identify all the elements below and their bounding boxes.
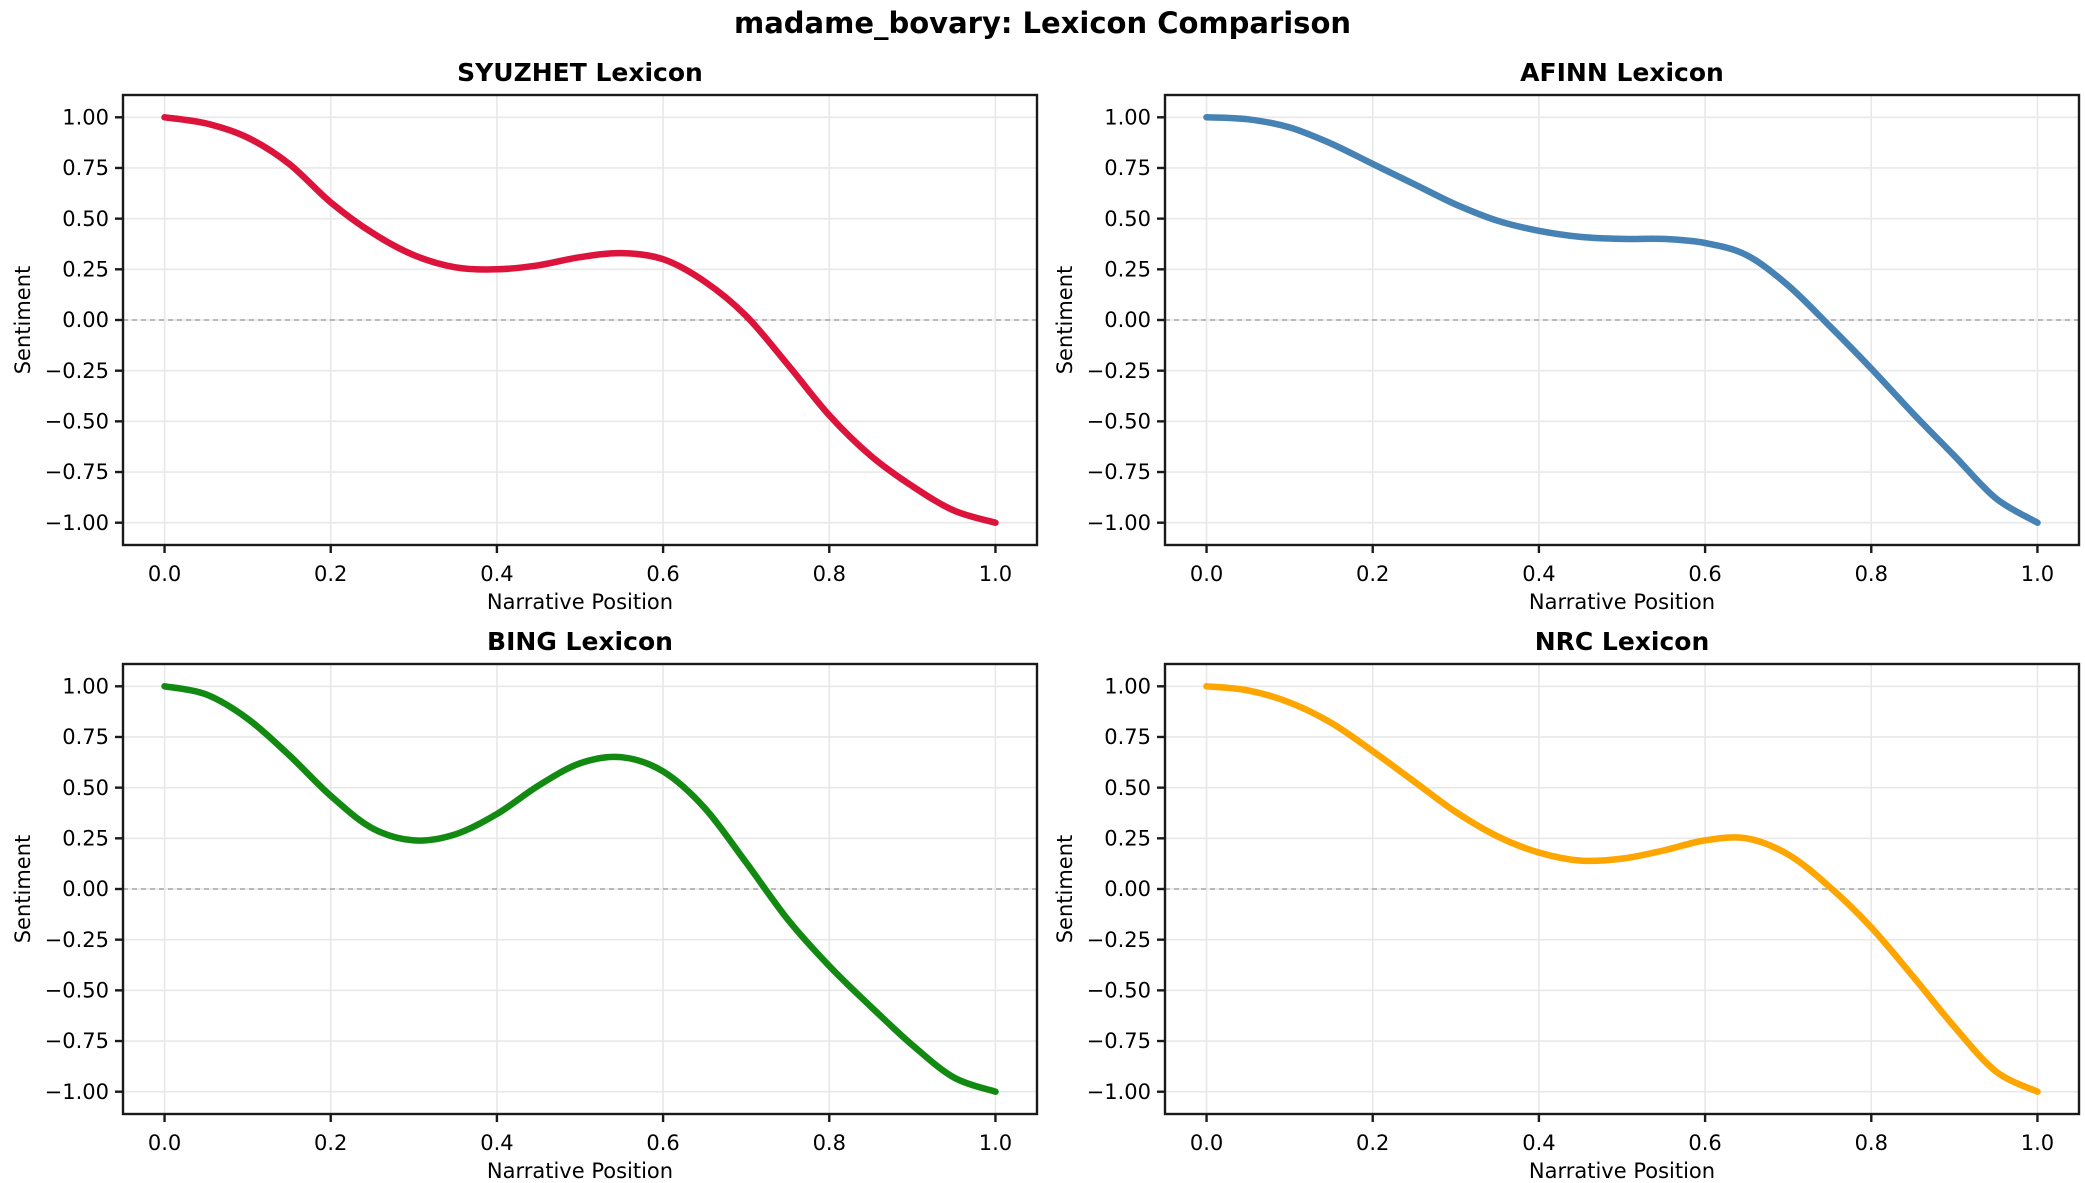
subplot-title: AFINN Lexicon	[1520, 58, 1724, 87]
x-axis-label: Narrative Position	[1529, 590, 1715, 614]
y-tick-label: 0.25	[1104, 826, 1151, 850]
y-tick-label: 1.00	[1104, 674, 1151, 698]
sentiment-curve	[161, 114, 999, 526]
y-tick-label: 0.75	[62, 156, 109, 180]
y-tick-label: −0.50	[45, 978, 109, 1002]
y-tick-label: −0.50	[1087, 978, 1151, 1002]
y-tick-label: −0.50	[1087, 409, 1151, 433]
x-axis-label: Narrative Position	[487, 1159, 673, 1183]
subplot-title: BING Lexicon	[487, 627, 673, 656]
y-tick-label: 0.75	[1104, 725, 1151, 749]
x-tick-label: 0.2	[314, 562, 347, 586]
y-tick-label: −0.25	[1087, 928, 1151, 952]
y-tick-label: 0.50	[62, 776, 109, 800]
y-tick-label: 0.00	[1104, 877, 1151, 901]
x-tick-label: 0.0	[148, 562, 181, 586]
y-tick-label: −0.75	[1087, 1029, 1151, 1053]
y-tick-label: 0.50	[62, 207, 109, 231]
x-tick-label: 0.2	[1356, 1131, 1389, 1155]
y-tick-label: 0.25	[62, 826, 109, 850]
x-tick-label: 0.0	[148, 1131, 181, 1155]
figure-title: madame_bovary: Lexicon Comparison	[733, 6, 1352, 40]
x-tick-label: 0.6	[1688, 1131, 1721, 1155]
y-tick-label: −1.00	[45, 511, 109, 535]
x-tick-label: 0.6	[1688, 562, 1721, 586]
x-tick-label: 0.4	[480, 1131, 513, 1155]
y-tick-label: −0.75	[45, 460, 109, 484]
y-tick-label: −1.00	[45, 1080, 109, 1104]
y-tick-label: −0.75	[45, 1029, 109, 1053]
y-tick-label: 0.75	[1104, 156, 1151, 180]
y-tick-label: −0.25	[45, 359, 109, 383]
chart-afinn-lexicon: 0.0 0.2 0.4 0.6 0.8 1.0 1.00 0.75 0.50 0.25 0.00 −0…	[1053, 58, 2081, 614]
x-tick-label: 0.8	[813, 1131, 846, 1155]
y-tick-label: −1.00	[1087, 511, 1151, 535]
y-tick-label: 1.00	[62, 105, 109, 129]
x-tick-label: 0.0	[1190, 562, 1223, 586]
y-tick-label: 0.00	[62, 877, 109, 901]
x-tick-label: 1.0	[2021, 562, 2054, 586]
x-tick-label: 1.0	[979, 1131, 1012, 1155]
y-tick-label: 0.75	[62, 725, 109, 749]
y-tick-label: 0.50	[1104, 207, 1151, 231]
x-tick-label: 0.0	[1190, 1131, 1223, 1155]
x-tick-label: 0.4	[1522, 562, 1555, 586]
x-tick-label: 0.8	[1855, 562, 1888, 586]
subplot-grid: 0.0 0.2 0.4 0.6 0.8 1.0 1.00 0.75 0.50 0.25 0.00 −0…	[0, 45, 2085, 1183]
x-tick-label: 0.6	[646, 562, 679, 586]
x-tick-label: 0.6	[646, 1131, 679, 1155]
chart-syuzhet-lexicon: 0.0 0.2 0.4 0.6 0.8 1.0 1.00 0.75 0.50 0.25 0.00 −0…	[11, 58, 1039, 614]
x-tick-label: 0.8	[1855, 1131, 1888, 1155]
y-tick-label: −1.00	[1087, 1080, 1151, 1104]
y-tick-label: 0.00	[62, 308, 109, 332]
y-tick-label: 0.00	[1104, 308, 1151, 332]
y-axis-label: Sentiment	[11, 835, 35, 944]
x-tick-label: 0.2	[1356, 562, 1389, 586]
y-tick-label: −0.25	[45, 928, 109, 952]
x-axis-label: Narrative Position	[487, 590, 673, 614]
sentiment-curve	[1203, 683, 2041, 1095]
y-tick-label: 0.50	[1104, 776, 1151, 800]
chart-nrc-lexicon: 0.0 0.2 0.4 0.6 0.8 1.0 1.00 0.75 0.50 0.25 0.00 −0…	[1053, 627, 2081, 1183]
y-tick-label: −0.25	[1087, 359, 1151, 383]
y-tick-label: −0.75	[1087, 460, 1151, 484]
x-tick-label: 0.2	[314, 1131, 347, 1155]
y-axis-label: Sentiment	[11, 266, 35, 375]
y-tick-label: 1.00	[1104, 105, 1151, 129]
y-axis-label: Sentiment	[1053, 266, 1077, 375]
x-tick-label: 0.8	[813, 562, 846, 586]
x-tick-label: 0.4	[1522, 1131, 1555, 1155]
sentiment-curve	[161, 683, 999, 1095]
chart-bing-lexicon: 0.0 0.2 0.4 0.6 0.8 1.0 1.00 0.75 0.50 0.25 0.00 −0…	[11, 627, 1039, 1183]
y-axis-label: Sentiment	[1053, 835, 1077, 944]
y-tick-label: 0.25	[1104, 257, 1151, 281]
subplot-title: SYUZHET Lexicon	[457, 58, 703, 87]
subplot-title: NRC Lexicon	[1535, 627, 1710, 656]
y-tick-label: 0.25	[62, 257, 109, 281]
y-tick-label: −0.50	[45, 409, 109, 433]
x-tick-label: 0.4	[480, 562, 513, 586]
x-axis-label: Narrative Position	[1529, 1159, 1715, 1183]
x-tick-label: 1.0	[979, 562, 1012, 586]
x-tick-label: 1.0	[2021, 1131, 2054, 1155]
y-tick-label: 1.00	[62, 674, 109, 698]
sentiment-curve	[1203, 114, 2041, 526]
